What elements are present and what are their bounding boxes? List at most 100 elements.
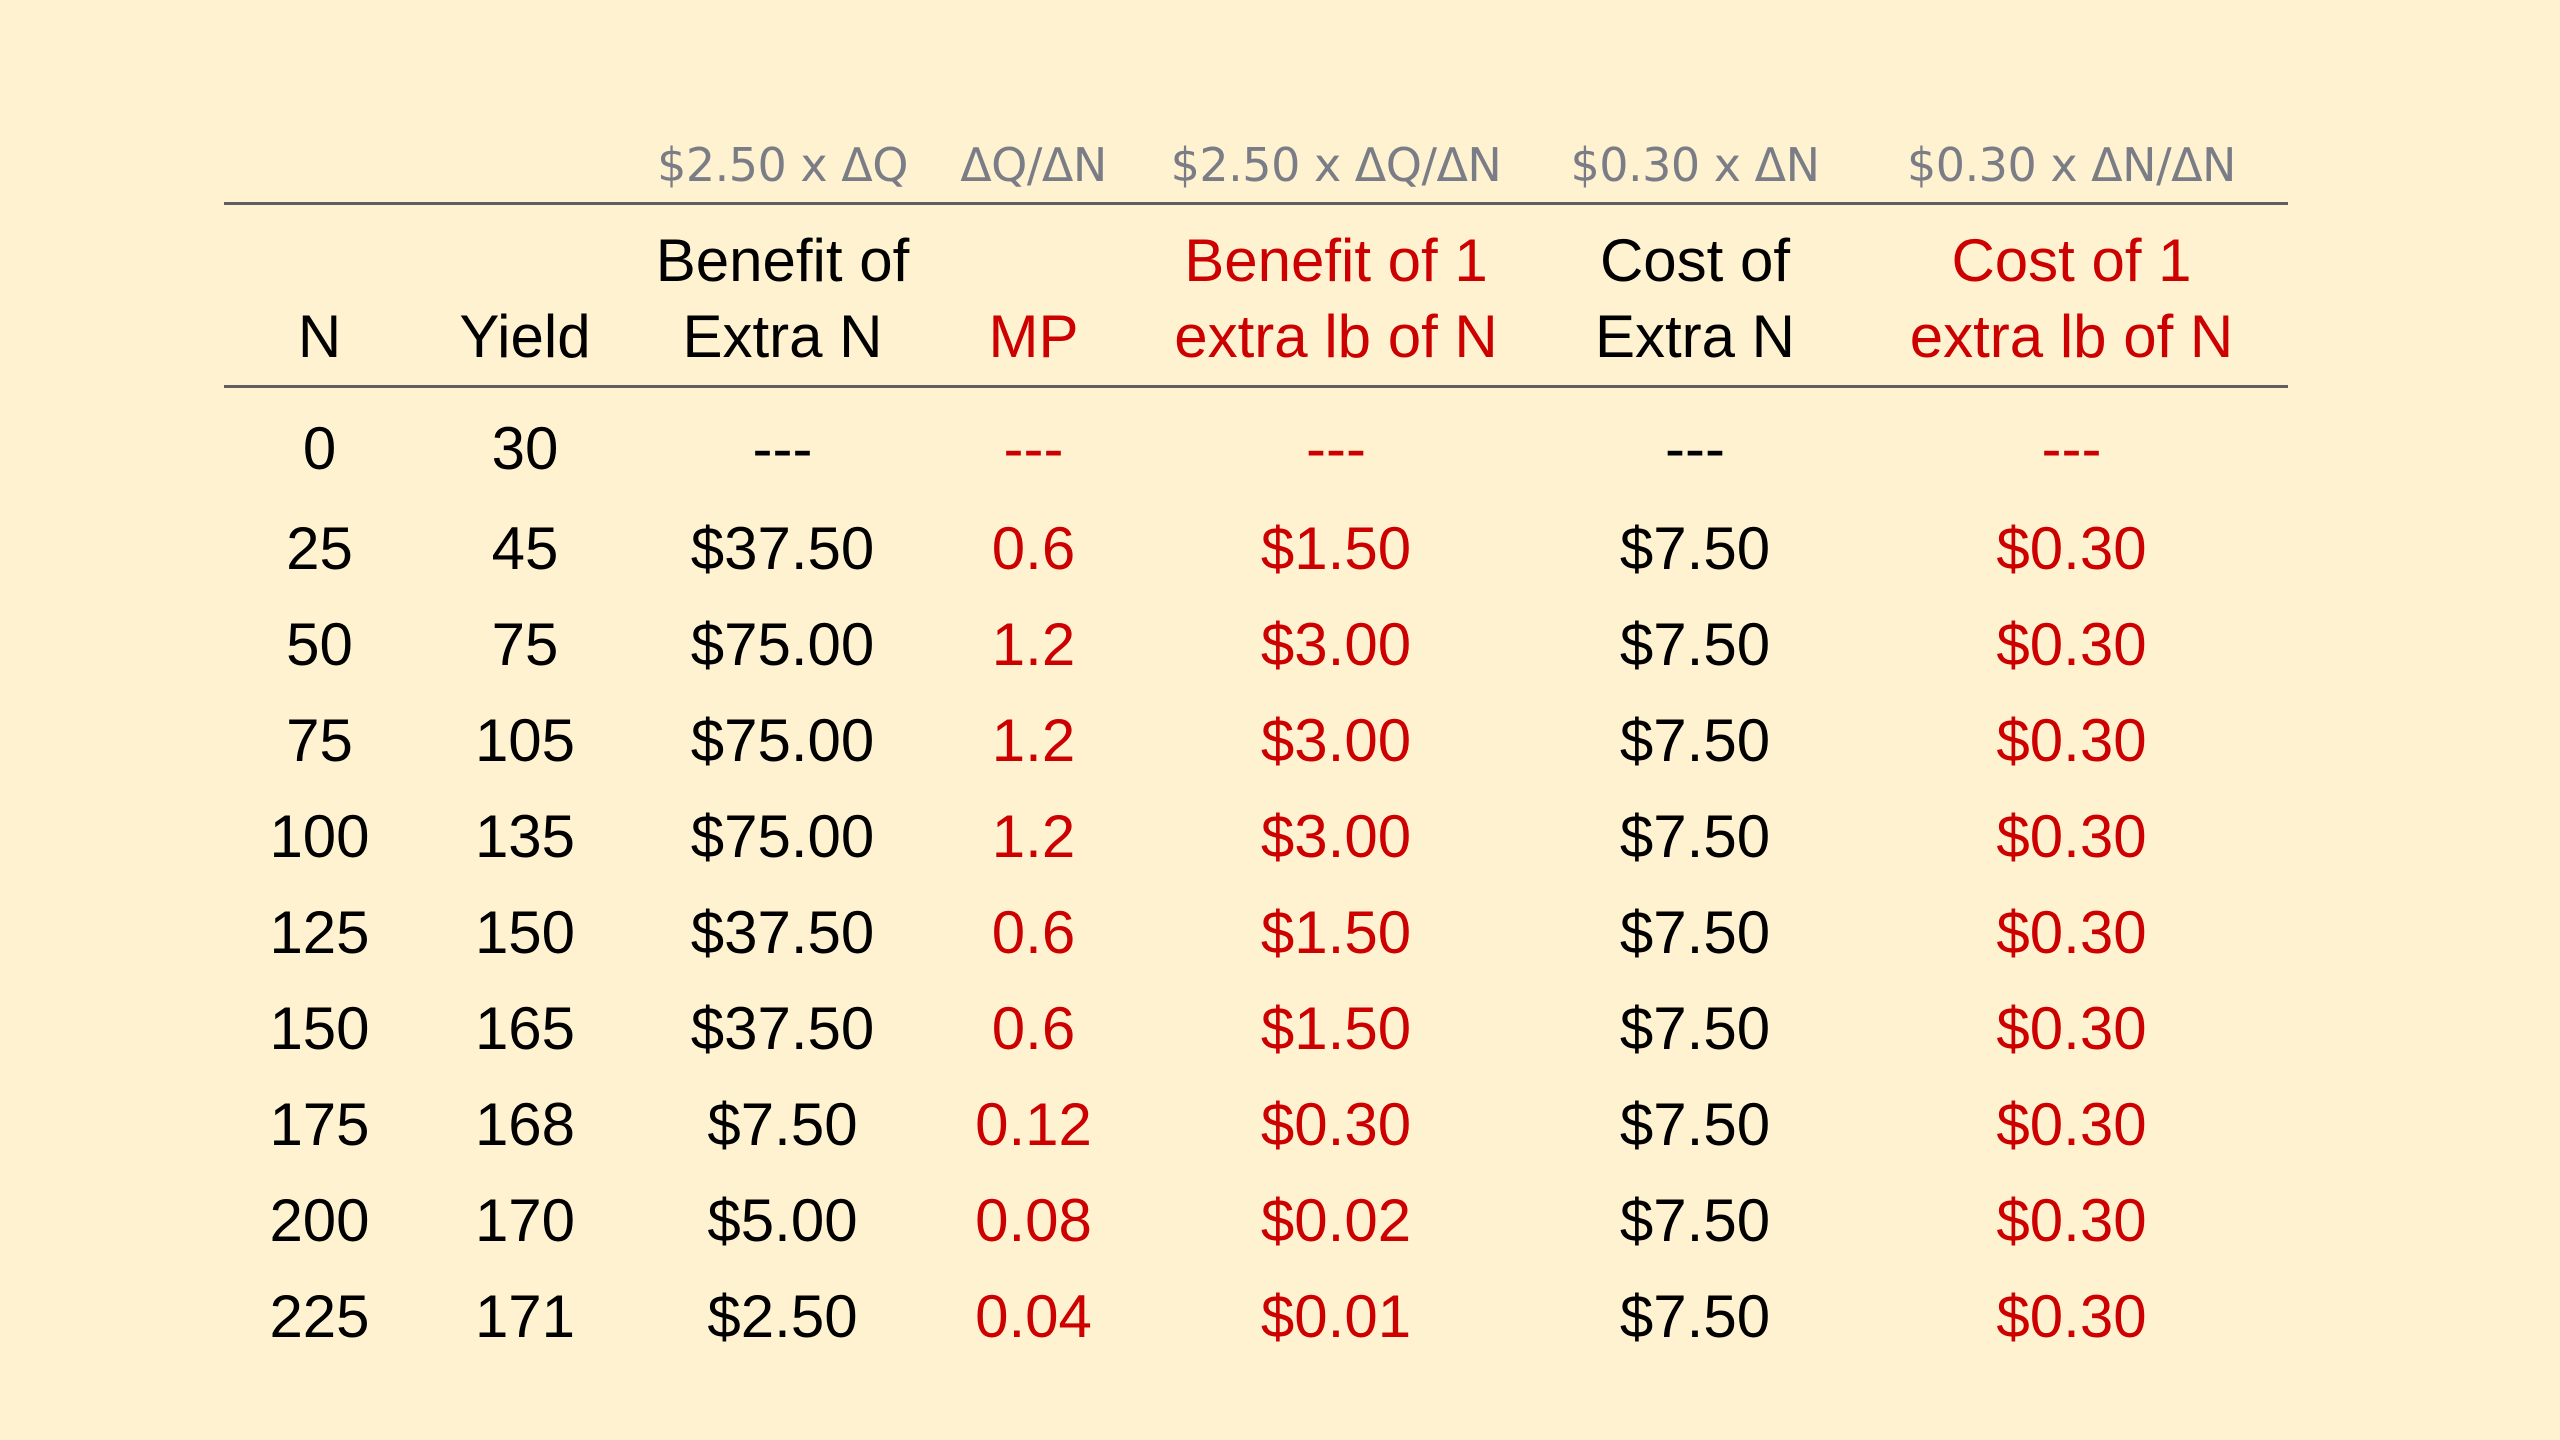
- cell-mp: 1.2: [991, 610, 1076, 678]
- cell-cost-per-lb: $0.30: [1996, 898, 2147, 966]
- formula-cost-extra-n: $0.30 x ΔN: [1570, 138, 1820, 192]
- cell-yield: 75: [491, 610, 559, 678]
- cell-mp: 1.2: [991, 706, 1076, 774]
- cell-n: 75: [286, 706, 353, 774]
- column-header-n: N: [224, 202, 415, 388]
- cell-mp: 0.04: [975, 1282, 1092, 1350]
- nitrogen-table: $2.50 x ΔQ ΔQ/ΔN $2.50 x ΔQ/ΔN $0.30 x Δ…: [224, 118, 2288, 1364]
- cell-benefit-per-lb: $3.00: [1260, 802, 1412, 870]
- header-line-2: extra lb of N: [1909, 303, 2234, 370]
- cell-mp: ---: [1003, 414, 1064, 482]
- cell-cost-extra-n: $7.50: [1619, 898, 1771, 966]
- cell-cost-per-lb: $0.30: [1996, 994, 2147, 1062]
- cell-benefit-extra-n: $5.00: [707, 1186, 858, 1254]
- column-header-benefit-per-lb: Benefit of 1 extra lb of N: [1137, 202, 1535, 388]
- cell-mp: 0.12: [975, 1090, 1092, 1158]
- table-row: 50 75 $75.00 1.2 $3.00 $7.50 $0.30: [224, 596, 2288, 692]
- cell-yield: 105: [474, 706, 576, 774]
- formula-cell-yield: [415, 118, 635, 204]
- cell-cost-extra-n: $7.50: [1619, 1090, 1771, 1158]
- cell-benefit-extra-n: $2.50: [707, 1282, 858, 1350]
- cell-n: 150: [269, 994, 370, 1062]
- header-line-1: Benefit of: [655, 227, 910, 294]
- cell-yield: 150: [474, 898, 576, 966]
- cell-benefit-per-lb: $1.50: [1260, 994, 1412, 1062]
- cell-n: 0: [302, 414, 337, 482]
- cell-yield: 45: [491, 514, 559, 582]
- cell-n: 225: [269, 1282, 370, 1350]
- header-line-2: MP: [988, 303, 1079, 370]
- cell-benefit-extra-n: $37.50: [690, 898, 875, 966]
- cell-cost-per-lb: $0.30: [1996, 1186, 2147, 1254]
- cell-mp: 0.08: [975, 1186, 1092, 1254]
- cell-mp: 1.2: [991, 802, 1076, 870]
- cell-n: 25: [286, 514, 353, 582]
- cell-benefit-per-lb: $0.30: [1260, 1090, 1412, 1158]
- cell-mp: 0.6: [991, 994, 1076, 1062]
- cell-yield: 170: [474, 1186, 576, 1254]
- formula-row: $2.50 x ΔQ ΔQ/ΔN $2.50 x ΔQ/ΔN $0.30 x Δ…: [224, 118, 2288, 204]
- cell-cost-extra-n: $7.50: [1619, 706, 1771, 774]
- formula-cell-n: [224, 118, 415, 204]
- cell-cost-extra-n: ---: [1665, 414, 1725, 482]
- cell-n: 125: [269, 898, 370, 966]
- cell-mp: 0.6: [991, 898, 1076, 966]
- cell-benefit-per-lb: $1.50: [1260, 514, 1412, 582]
- cell-cost-extra-n: $7.50: [1619, 994, 1771, 1062]
- cell-cost-per-lb: ---: [2041, 414, 2102, 482]
- table-row: 75 105 $75.00 1.2 $3.00 $7.50 $0.30: [224, 692, 2288, 788]
- cell-cost-extra-n: $7.50: [1619, 610, 1771, 678]
- table-row: 0 30 --- --- --- --- ---: [224, 387, 2288, 501]
- header-line-1: Cost of 1: [1951, 227, 2192, 294]
- formula-benefit-extra-n: $2.50 x ΔQ: [657, 138, 908, 192]
- table-row: 25 45 $37.50 0.6 $1.50 $7.50 $0.30: [224, 500, 2288, 596]
- column-header-row: N Yield Benefit of Extra N MP Benefit of…: [224, 202, 2288, 388]
- cell-benefit-per-lb: ---: [1306, 414, 1366, 482]
- cell-cost-extra-n: $7.50: [1619, 802, 1771, 870]
- cell-cost-per-lb: $0.30: [1996, 706, 2147, 774]
- cell-benefit-extra-n: $75.00: [690, 610, 875, 678]
- table-row: 175 168 $7.50 0.12 $0.30 $7.50 $0.30: [224, 1076, 2288, 1172]
- cell-benefit-extra-n: $7.50: [707, 1090, 858, 1158]
- cell-cost-per-lb: $0.30: [1996, 610, 2147, 678]
- cell-n: 100: [269, 802, 370, 870]
- cell-cost-per-lb: $0.30: [1996, 1090, 2147, 1158]
- cell-n: 50: [286, 610, 353, 678]
- table-body: 0 30 --- --- --- --- --- 25 45 $37.50 0.6 $1.50 $7.5…: [224, 387, 2288, 1365]
- cell-benefit-extra-n: $37.50: [690, 514, 875, 582]
- header-line-1: Benefit of 1: [1184, 227, 1488, 294]
- table-row: 200 170 $5.00 0.08 $0.02 $7.50 $0.30: [224, 1172, 2288, 1268]
- cell-yield: 165: [474, 994, 576, 1062]
- cell-n: 200: [269, 1186, 370, 1254]
- cell-benefit-per-lb: $0.02: [1260, 1186, 1412, 1254]
- header-line-2: Yield: [459, 303, 591, 370]
- table-row: 100 135 $75.00 1.2 $3.00 $7.50 $0.30: [224, 788, 2288, 884]
- column-header-mp: MP: [930, 202, 1137, 388]
- header-line-1: Cost of: [1599, 227, 1791, 294]
- table-row: 125 150 $37.50 0.6 $1.50 $7.50 $0.30: [224, 884, 2288, 980]
- header-line-2: extra lb of N: [1174, 303, 1498, 370]
- cell-benefit-per-lb: $3.00: [1260, 706, 1412, 774]
- cell-benefit-extra-n: $75.00: [690, 706, 875, 774]
- cell-benefit-per-lb: $0.01: [1260, 1282, 1412, 1350]
- formula-mp: ΔQ/ΔN: [960, 138, 1107, 192]
- cell-cost-extra-n: $7.50: [1619, 1186, 1771, 1254]
- column-header-cost-per-lb: Cost of 1 extra lb of N: [1855, 202, 2288, 388]
- cell-yield: 171: [474, 1282, 576, 1350]
- cell-benefit-extra-n: $37.50: [690, 994, 875, 1062]
- cell-cost-per-lb: $0.30: [1996, 802, 2147, 870]
- cell-cost-extra-n: $7.50: [1619, 514, 1771, 582]
- cell-cost-per-lb: $0.30: [1996, 1282, 2147, 1350]
- column-header-yield: Yield: [415, 202, 635, 388]
- cell-yield: 135: [474, 802, 576, 870]
- table-row: 150 165 $37.50 0.6 $1.50 $7.50 $0.30: [224, 980, 2288, 1076]
- formula-benefit-per-lb: $2.50 x ΔQ/ΔN: [1170, 138, 1502, 192]
- formula-cost-per-lb: $0.30 x ΔN/ΔN: [1907, 138, 2236, 192]
- header-line-2: N: [297, 303, 342, 370]
- header-line-2: Extra N: [1594, 303, 1796, 370]
- cell-yield: 168: [474, 1090, 576, 1158]
- cell-cost-extra-n: $7.50: [1619, 1282, 1771, 1350]
- header-line-2: Extra N: [682, 303, 883, 370]
- cell-benefit-per-lb: $3.00: [1260, 610, 1412, 678]
